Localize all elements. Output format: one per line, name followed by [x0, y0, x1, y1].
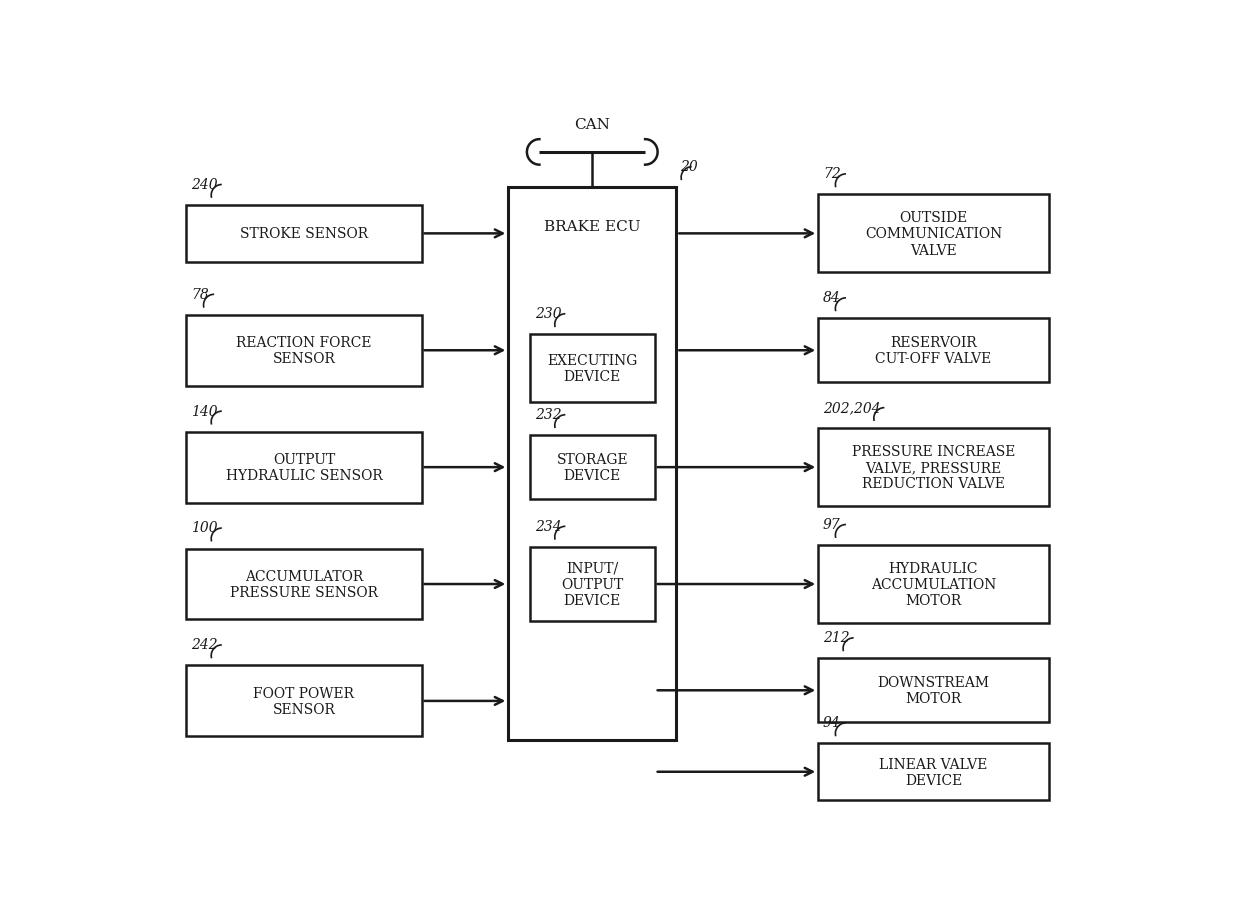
- Bar: [186, 315, 422, 386]
- Text: 78: 78: [191, 288, 208, 301]
- Text: STORAGE
DEVICE: STORAGE DEVICE: [557, 452, 629, 482]
- Text: LINEAR VALVE
DEVICE: LINEAR VALVE DEVICE: [879, 757, 987, 787]
- Bar: [529, 335, 655, 403]
- Bar: [186, 206, 422, 263]
- Text: 72: 72: [823, 167, 841, 181]
- Text: 100: 100: [191, 521, 218, 535]
- Text: HYDRAULIC
ACCUMULATION
MOTOR: HYDRAULIC ACCUMULATION MOTOR: [870, 562, 996, 607]
- Bar: [186, 665, 422, 736]
- Text: DOWNSTREAM
MOTOR: DOWNSTREAM MOTOR: [878, 675, 990, 706]
- Bar: [508, 188, 676, 740]
- Text: OUTSIDE
COMMUNICATION
VALVE: OUTSIDE COMMUNICATION VALVE: [864, 211, 1002, 257]
- Bar: [818, 428, 1049, 506]
- Bar: [818, 319, 1049, 382]
- Bar: [529, 547, 655, 621]
- Text: BRAKE ECU: BRAKE ECU: [544, 220, 641, 234]
- Bar: [186, 432, 422, 503]
- Text: ACCUMULATOR
PRESSURE SENSOR: ACCUMULATOR PRESSURE SENSOR: [229, 569, 378, 599]
- Text: 242: 242: [191, 638, 218, 652]
- Text: INPUT/
OUTPUT
DEVICE: INPUT/ OUTPUT DEVICE: [562, 562, 624, 607]
- Text: 234: 234: [534, 519, 562, 533]
- Text: 140: 140: [191, 404, 218, 418]
- Text: CAN: CAN: [574, 118, 610, 131]
- Text: FOOT POWER
SENSOR: FOOT POWER SENSOR: [253, 686, 355, 716]
- Text: 232: 232: [534, 408, 562, 422]
- Bar: [818, 743, 1049, 800]
- Bar: [818, 195, 1049, 273]
- Bar: [818, 546, 1049, 623]
- Text: 240: 240: [191, 177, 218, 192]
- Text: 84: 84: [823, 291, 841, 305]
- Bar: [529, 436, 655, 499]
- Text: REACTION FORCE
SENSOR: REACTION FORCE SENSOR: [236, 335, 372, 366]
- Text: OUTPUT
HYDRAULIC SENSOR: OUTPUT HYDRAULIC SENSOR: [226, 452, 382, 482]
- Text: 202,204: 202,204: [823, 401, 880, 414]
- Text: 94: 94: [823, 716, 841, 730]
- Text: 20: 20: [681, 160, 698, 174]
- Text: RESERVOIR
CUT-OFF VALVE: RESERVOIR CUT-OFF VALVE: [875, 335, 992, 366]
- Bar: [186, 549, 422, 619]
- Bar: [818, 659, 1049, 722]
- Text: 97: 97: [823, 517, 841, 531]
- Text: PRESSURE INCREASE
VALVE, PRESSURE
REDUCTION VALVE: PRESSURE INCREASE VALVE, PRESSURE REDUCT…: [852, 445, 1016, 491]
- Text: EXECUTING
DEVICE: EXECUTING DEVICE: [547, 354, 637, 383]
- Text: 230: 230: [534, 307, 562, 321]
- Text: 212: 212: [823, 630, 849, 644]
- Text: STROKE SENSOR: STROKE SENSOR: [239, 227, 368, 241]
